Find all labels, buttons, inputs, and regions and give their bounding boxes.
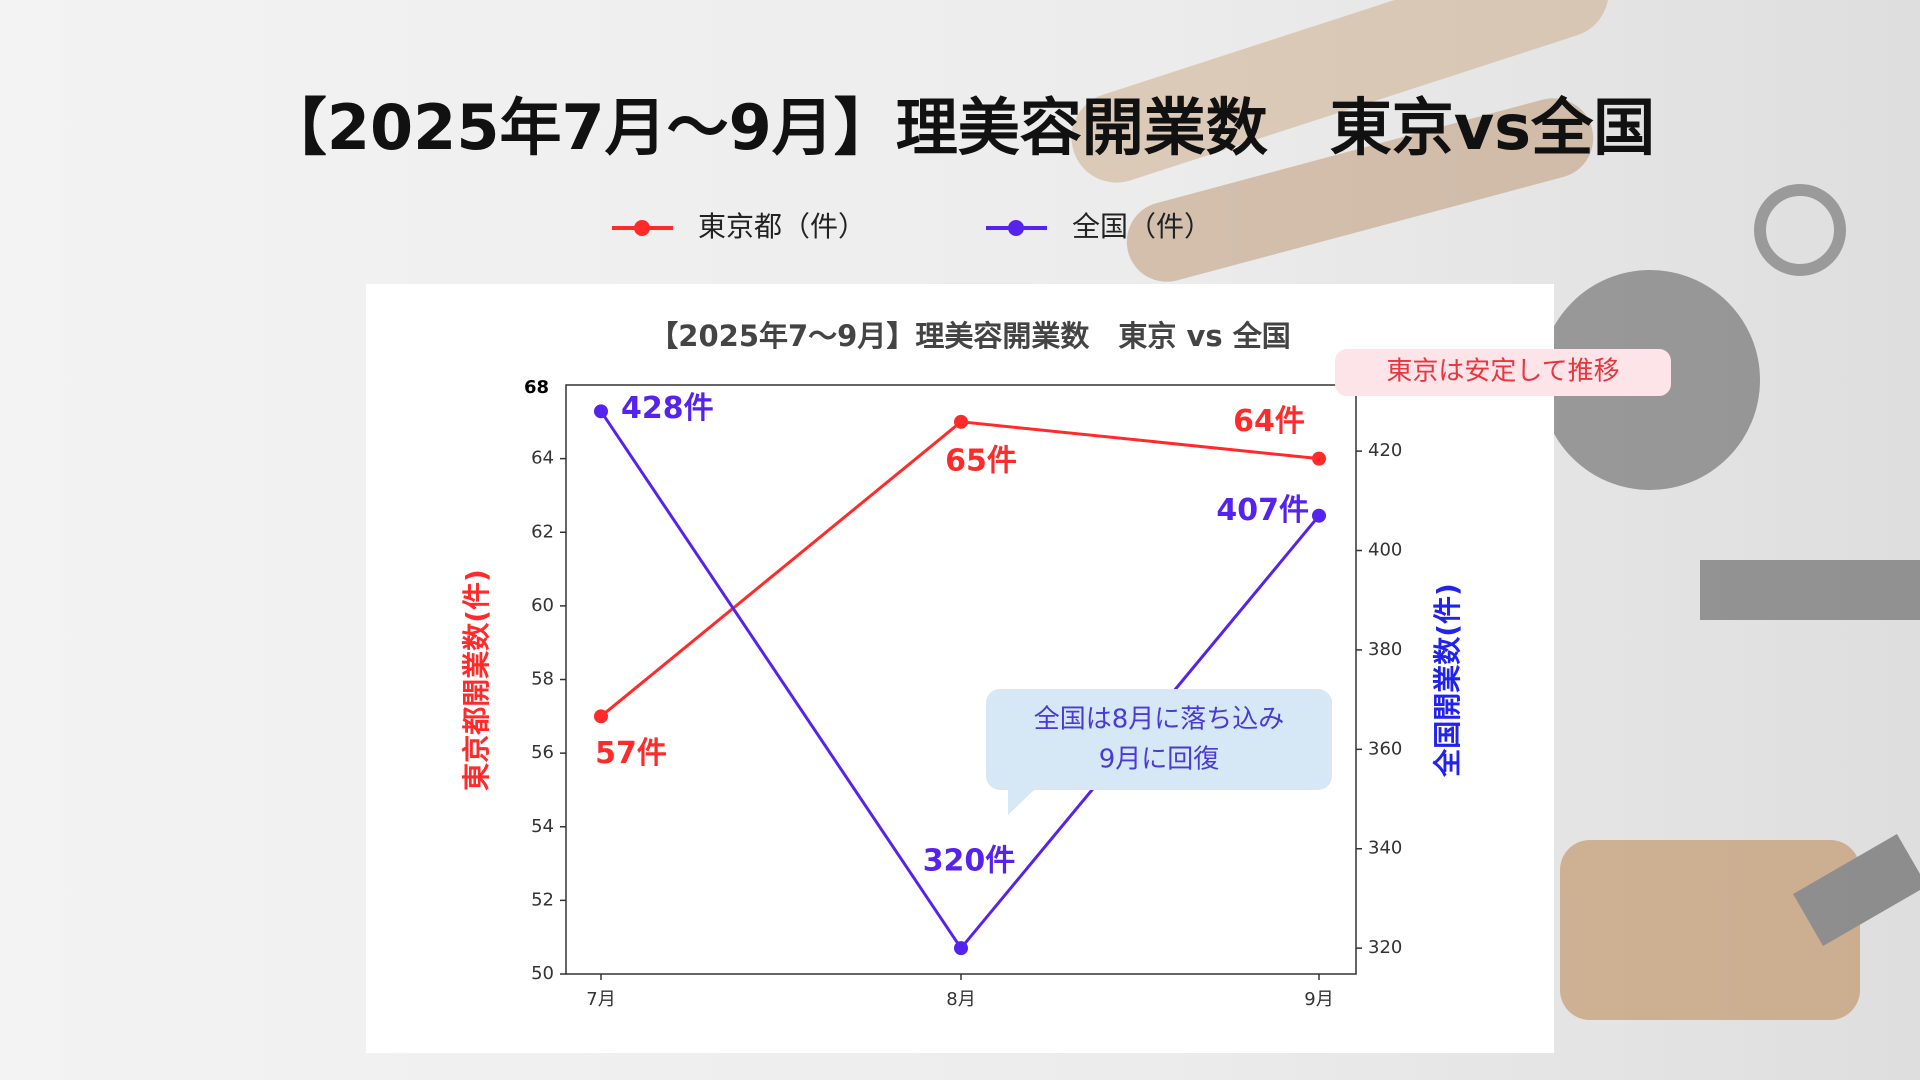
y-tick-label: 56 [531,742,554,763]
y2-axis-label: 全国開業数(件) [1431,583,1464,778]
y-tick-label: 50 [531,963,554,984]
y2-tick-label: 340 [1368,838,1402,859]
y2-tick-label: 400 [1368,540,1402,561]
y-tick-label: 52 [531,889,554,910]
y-tick-label: 54 [531,816,554,837]
annotation-box [1335,349,1671,396]
y-axis-label: 東京都開業数(件) [460,569,493,791]
annotation-pointer [1008,789,1035,815]
legend-label: 全国（件） [1072,210,1212,243]
data-label: 65件 [945,443,1017,478]
data-label: 320件 [923,844,1016,879]
legend-marker [634,220,650,236]
y-tick-label: 60 [531,595,554,616]
data-label: 57件 [595,736,667,771]
y2-tick-label: 380 [1368,639,1402,660]
data-label: 428件 [621,391,714,426]
data-label: 64件 [1233,404,1305,439]
page-title: 【2025年7月～9月】理美容開業数 東京vs全国 [265,91,1655,164]
x-tick-label: 8月 [946,989,975,1010]
annotation: 東京は安定して推移 [1386,357,1619,387]
y-tick-label: 58 [531,669,554,690]
y2-tick-label: 320 [1368,937,1402,958]
y-tick-label: 62 [531,521,554,542]
annotation-box [986,689,1332,790]
annotation: 全国は8月に落ち込み [1034,705,1285,735]
series-point [594,404,608,419]
chart-title: 【2025年7～9月】理美容開業数 東京 vs 全国 [649,319,1290,353]
legend-marker [1008,220,1024,236]
series-point [1312,508,1326,523]
y-top-label: 68 [524,377,549,398]
series-point [954,941,968,956]
x-tick-label: 9月 [1304,989,1333,1010]
y2-tick-label: 360 [1368,738,1402,759]
x-tick-label: 7月 [586,989,615,1010]
series-point [1312,451,1326,466]
series-point [594,709,608,724]
data-label: 407件 [1216,493,1309,528]
legend-label: 東京都（件） [698,210,866,243]
annotation: 9月に回復 [1099,745,1220,775]
y-tick-label: 64 [531,448,554,469]
y2-tick-label: 420 [1368,440,1402,461]
series-point [954,414,968,429]
